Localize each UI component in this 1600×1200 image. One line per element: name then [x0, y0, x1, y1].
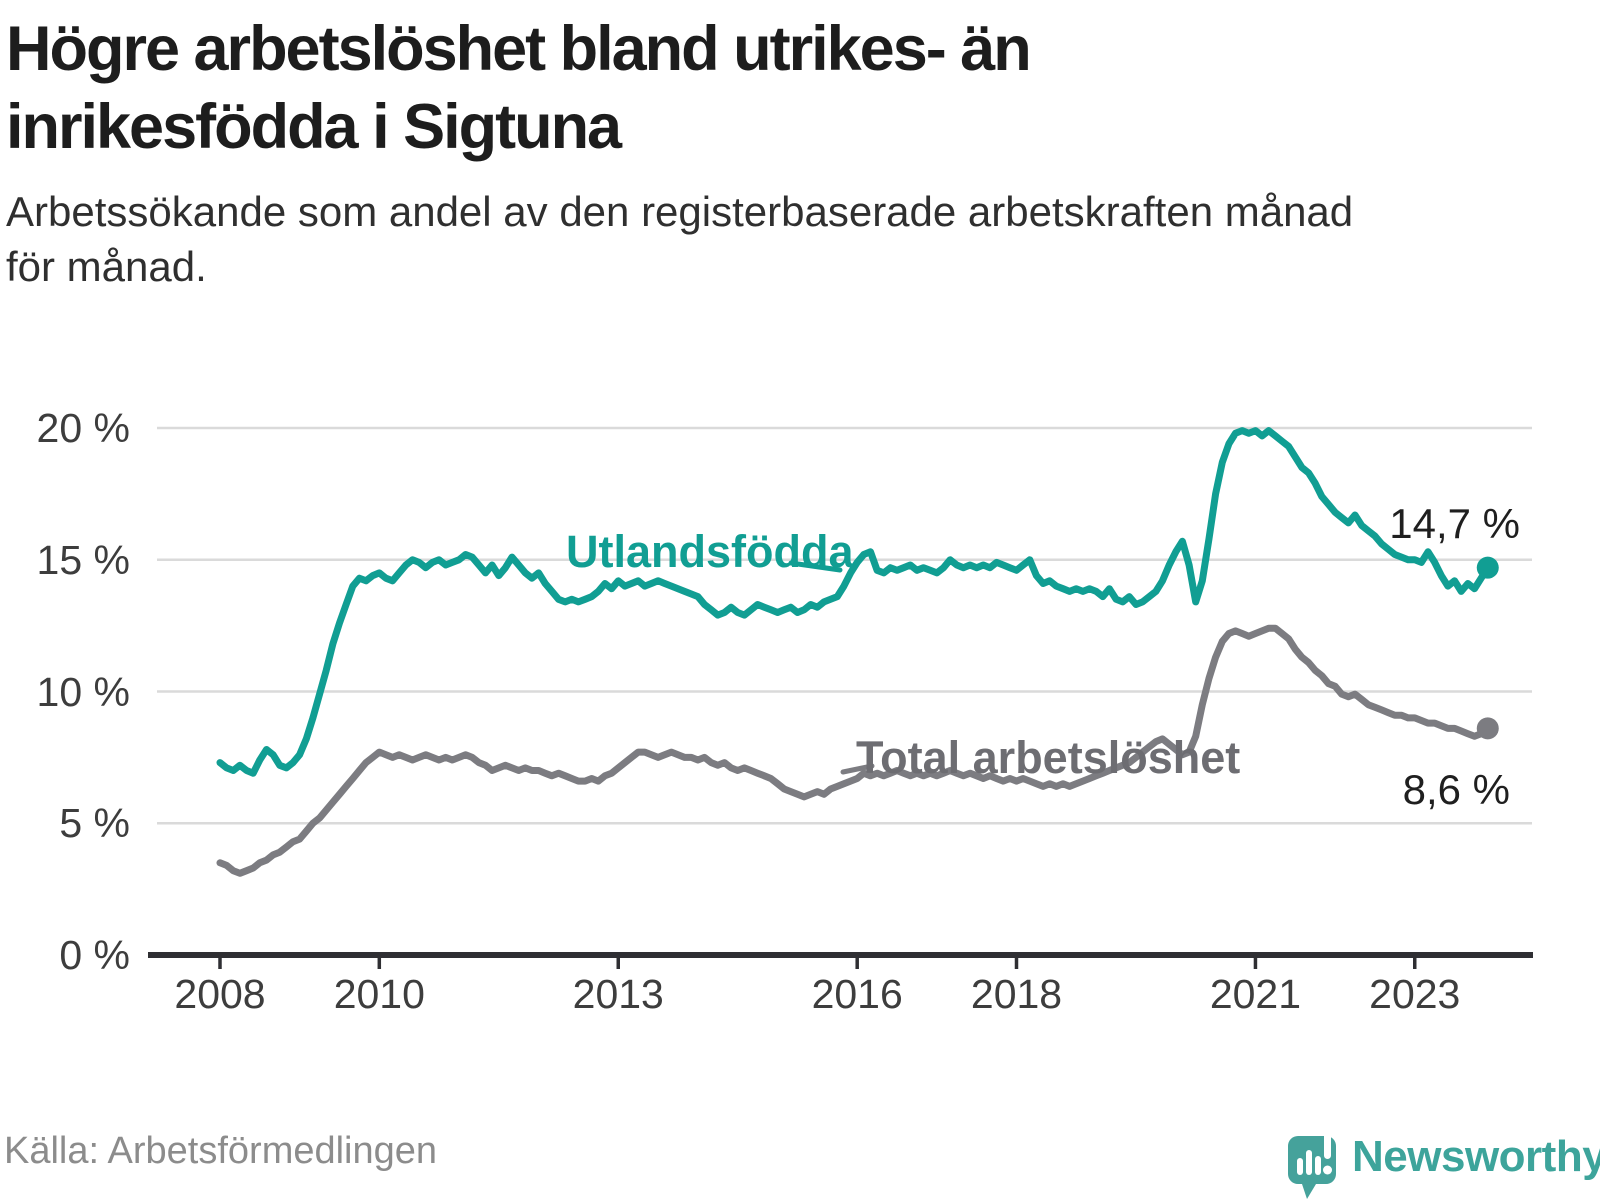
- subtitle-line-1: Arbetssökande som andel av den registerb…: [6, 188, 1354, 235]
- series-line-utlandsfodda: [216, 427, 1492, 777]
- connector-total: [840, 763, 875, 775]
- y-tick-label-10: 10 %: [36, 668, 130, 715]
- x-tick-label-2008: 2008: [174, 971, 266, 1017]
- title-line-1: Högre arbetslöshet bland utrikes- än: [6, 14, 1032, 84]
- x-tick-label-2016: 2016: [811, 971, 903, 1017]
- series-label-utlandsfodda: Utlandsfödda: [566, 526, 854, 577]
- end-dot-total: [1476, 717, 1499, 740]
- end-dot-utlandsfodda: [1476, 556, 1499, 579]
- gridlines: [157, 426, 1532, 825]
- title-line-2: inrikesfödda i Sigtuna: [6, 92, 622, 163]
- x-tick-label-2013: 2013: [572, 971, 664, 1017]
- newsworthy-pin-bars-icon: [1297, 1128, 1332, 1175]
- series-end-dots: [1476, 556, 1499, 740]
- page-title: Högre arbetslöshet bland utrikes- än inr…: [6, 10, 1456, 166]
- x-axis: [148, 952, 1533, 969]
- y-tick-label-5: 5 %: [59, 800, 130, 847]
- y-tick-label-15: 15 %: [36, 536, 130, 583]
- y-tick-label-20: 20 %: [36, 405, 130, 451]
- series-line-total: [216, 624, 1492, 877]
- series-label-total-arbetsloshet: Total arbetslöshet: [856, 732, 1241, 783]
- source-note: Källa: Arbetsförmedlingen: [4, 1130, 438, 1172]
- brand-name: Newsworthy: [1352, 1132, 1600, 1181]
- end-value-label-utlandsfodda: 14,7 %: [1389, 500, 1520, 547]
- newsworthy-logo: [1288, 1128, 1336, 1199]
- connector-utlandsfodda: [788, 560, 843, 573]
- x-tick-label-2018: 2018: [970, 971, 1063, 1017]
- series-lines: [216, 427, 1492, 877]
- label-connectors: [788, 560, 875, 775]
- chart-subtitle: Arbetssökande som andel av den registerb…: [6, 184, 1566, 295]
- subtitle-line-2: för månad.: [6, 243, 207, 291]
- x-tick-label-2010: 2010: [333, 971, 425, 1017]
- end-value-label-total: 8,6 %: [1402, 766, 1510, 813]
- y-tick-label-0: 0 %: [59, 932, 130, 978]
- x-tick-label-2021: 2021: [1209, 971, 1302, 1017]
- x-tick-label-2023: 2023: [1369, 971, 1461, 1017]
